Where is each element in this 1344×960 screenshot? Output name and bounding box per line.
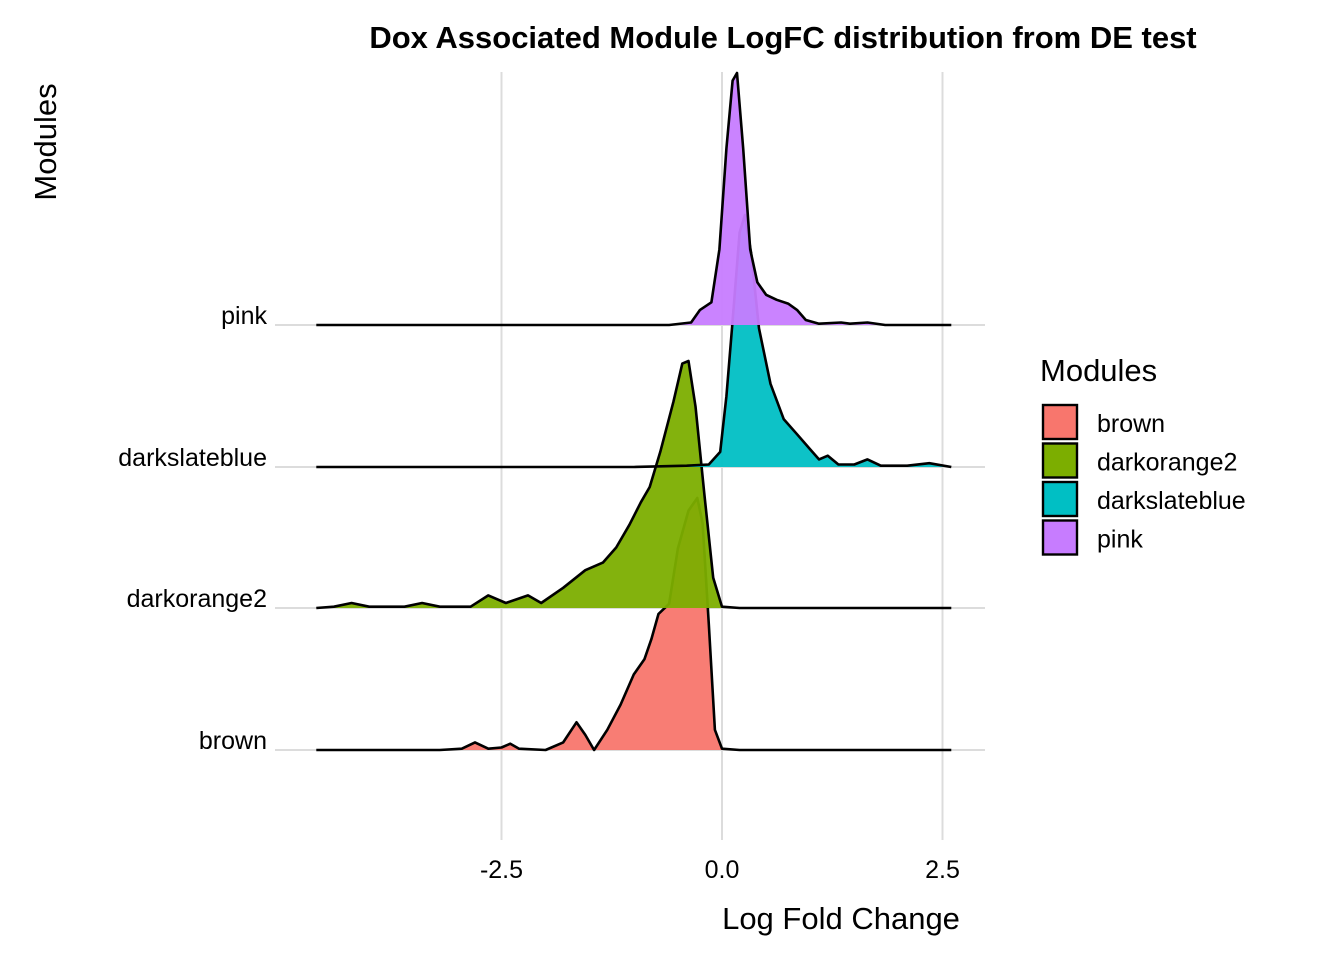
ridge-area-darkorange2 xyxy=(316,361,952,608)
x-axis-title: Log Fold Change xyxy=(722,901,960,936)
ridge-outline-darkorange2 xyxy=(316,359,952,610)
legend-swatch-brown xyxy=(1041,403,1079,441)
legend-items: brown darkorange2 darkslateblue pink xyxy=(1041,403,1246,556)
ridge-area-pink xyxy=(316,73,952,325)
legend-swatch-pink xyxy=(1041,519,1079,556)
ridge-outline-darkslateblue xyxy=(316,213,952,469)
legend-label-brown: brown xyxy=(1097,410,1165,438)
legend: Modules brown darkorange2 darkslateblue pin… xyxy=(1040,353,1246,556)
legend-item-darkslateblue: darkslateblue xyxy=(1041,480,1246,518)
legend-item-brown: brown xyxy=(1041,403,1165,441)
x-tick-label-0: -2.5 xyxy=(480,856,523,884)
legend-swatch-darkslateblue xyxy=(1041,480,1079,518)
x-tick-label-2: 2.5 xyxy=(925,856,960,884)
y-axis-title: Modules xyxy=(28,83,63,200)
ridge-darkorange2 xyxy=(316,359,952,610)
legend-item-pink: pink xyxy=(1041,519,1143,556)
ridge-darkslateblue xyxy=(316,213,952,469)
legend-swatch-darkorange2 xyxy=(1041,442,1079,479)
ridge-area-brown xyxy=(316,498,952,750)
ridge-area-darkslateblue xyxy=(316,215,952,467)
legend-label-darkslateblue: darkslateblue xyxy=(1097,487,1246,515)
y-tick-label-darkorange2: darkorange2 xyxy=(127,585,267,613)
y-tick-label-brown: brown xyxy=(199,727,267,755)
y-tick-labels: brown darkorange2 darkslateblue pink xyxy=(118,302,267,755)
chart-title: Dox Associated Module LogFC distribution… xyxy=(369,20,1196,55)
legend-label-darkorange2: darkorange2 xyxy=(1097,449,1237,477)
legend-label-pink: pink xyxy=(1097,526,1143,554)
legend-item-darkorange2: darkorange2 xyxy=(1041,442,1237,479)
ridges xyxy=(316,71,952,752)
ridge-outline-pink xyxy=(316,71,952,327)
ridge-pink xyxy=(316,71,952,327)
y-tick-label-pink: pink xyxy=(221,302,267,330)
legend-title: Modules xyxy=(1040,353,1157,388)
x-tick-label-1: 0.0 xyxy=(705,856,740,884)
y-tick-label-darkslateblue: darkslateblue xyxy=(118,444,267,472)
x-tick-labels: -2.5 0.0 2.5 xyxy=(480,856,960,884)
